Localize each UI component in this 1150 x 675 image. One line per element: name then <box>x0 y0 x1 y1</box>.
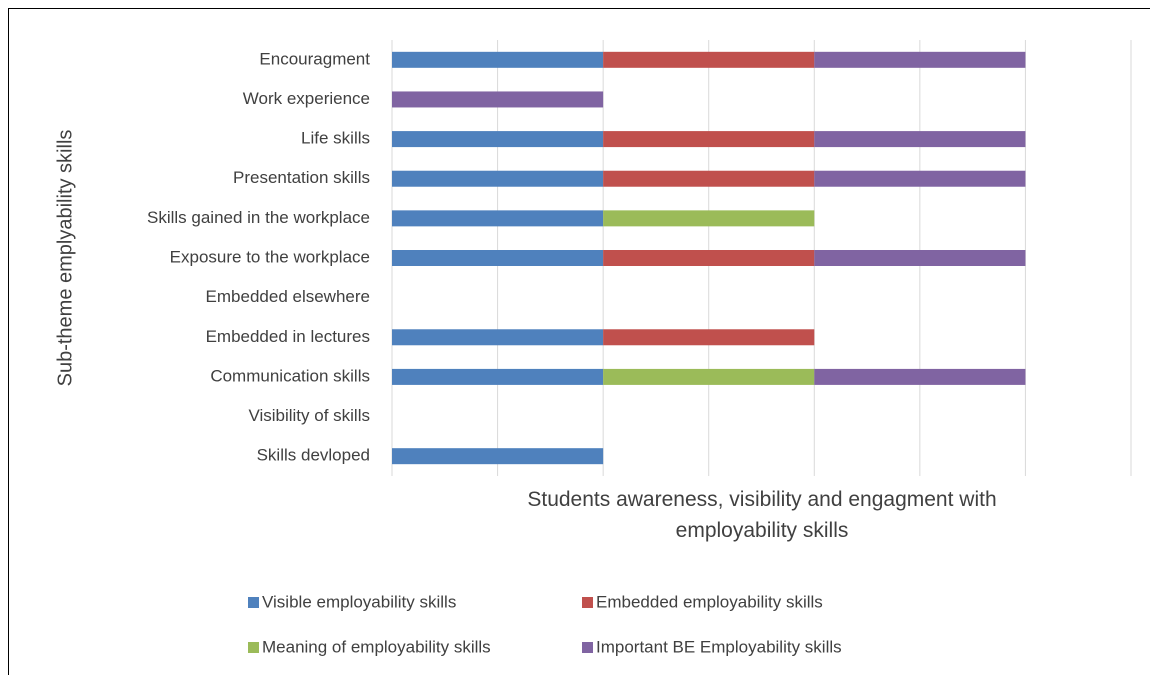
bar-segment <box>814 250 1026 266</box>
bar-segment <box>392 448 604 465</box>
y-tick-label: Exposure to the workplace <box>170 247 370 266</box>
bar-segment <box>392 51 604 68</box>
bar-segment <box>814 368 1026 385</box>
bar-segment <box>603 170 815 187</box>
bar-segment <box>392 250 604 266</box>
bar-segment <box>392 170 604 187</box>
y-tick-label: Life skills <box>301 129 370 148</box>
legend-label: Meaning of employability skills <box>262 637 491 656</box>
bar-segment <box>814 131 1026 148</box>
y-tick-label: Embedded in lectures <box>206 327 370 346</box>
y-tick-label: Skills devloped <box>257 446 370 465</box>
y-tick-label: Work experience <box>243 89 370 108</box>
legend-label: Embedded employability skills <box>596 592 823 611</box>
y-tick-label: Encouragment <box>259 49 370 68</box>
legend-swatch <box>248 642 259 653</box>
y-axis-title: Sub-theme emplyability skills <box>54 130 76 387</box>
bar-segment <box>392 91 604 108</box>
chart-border <box>8 8 1150 675</box>
y-tick-label: Skills gained in the workplace <box>147 208 370 227</box>
bar-segment <box>392 368 604 385</box>
bar-segment <box>603 329 815 346</box>
legend-label: Important BE Employability skills <box>596 637 842 656</box>
bar-segment <box>603 368 815 385</box>
legend-label: Visible employability skills <box>262 592 456 611</box>
y-tick-label: Embedded elsewhere <box>206 287 370 306</box>
y-tick-label: Presentation skills <box>233 168 370 187</box>
legend-swatch <box>248 597 259 608</box>
legend-swatch <box>582 597 593 608</box>
bar-segment <box>814 51 1026 68</box>
legend-swatch <box>582 642 593 653</box>
bar-segment <box>814 170 1026 187</box>
bar-segment <box>603 250 815 266</box>
y-tick-label: Visibility of skills <box>248 406 370 425</box>
bar-segment <box>392 210 604 227</box>
bar-segment <box>603 210 815 227</box>
bar-segment <box>392 131 604 148</box>
bar-segment <box>603 51 815 68</box>
y-tick-label: Communication skills <box>210 366 370 385</box>
bar-segment <box>392 329 604 346</box>
bar-segment <box>603 131 815 148</box>
x-axis-title: Students awareness, visibility and engag… <box>527 488 997 542</box>
